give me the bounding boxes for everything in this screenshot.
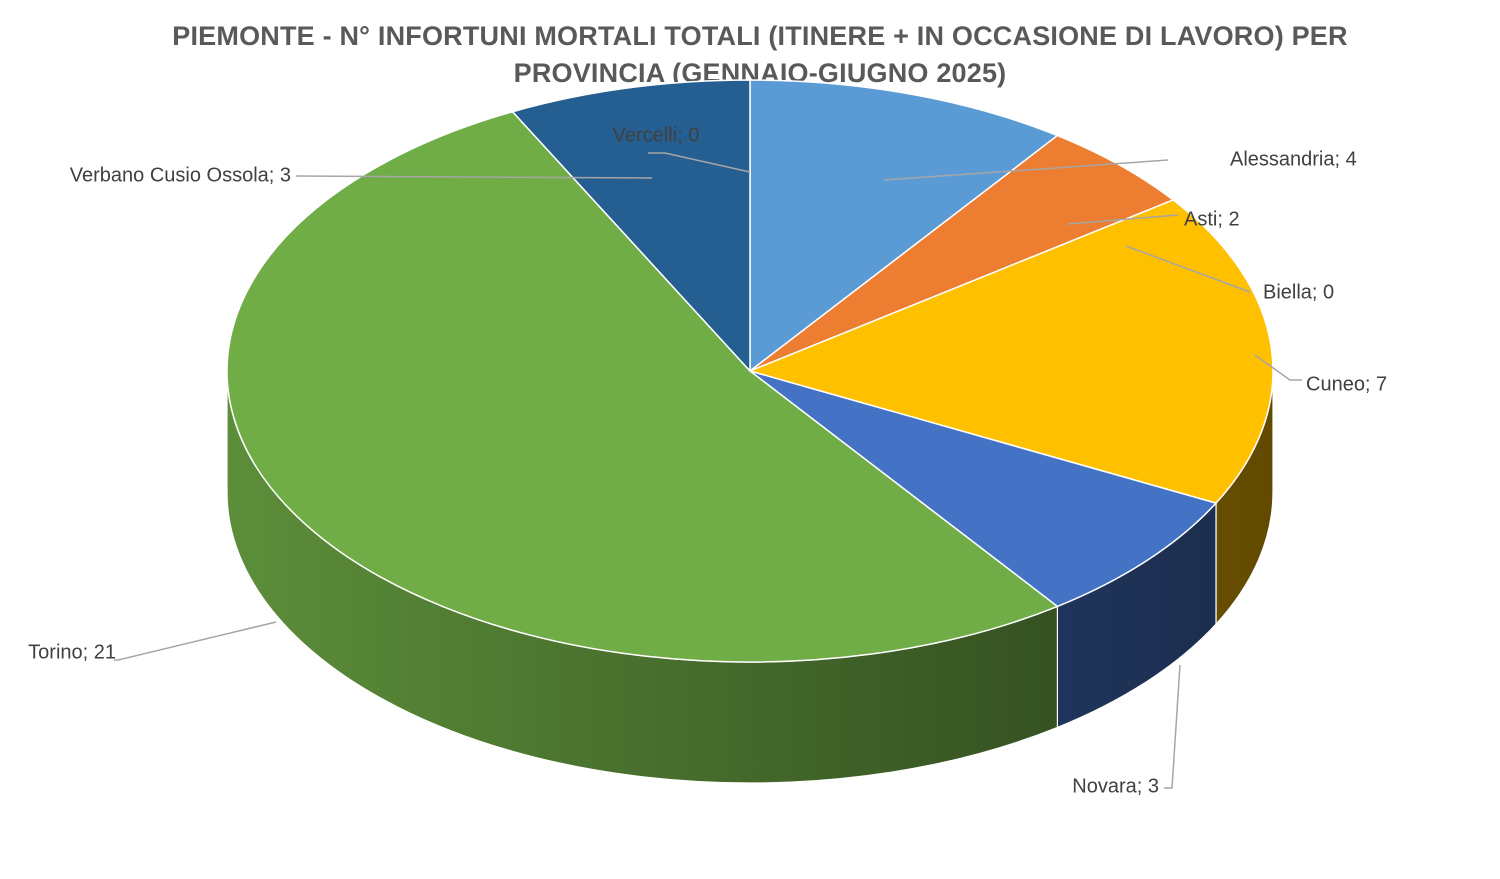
- leader-line-alessandria: [883, 159, 1169, 181]
- pie-slice-novara: [749, 370, 1217, 608]
- leader-line-cuneo: [1254, 354, 1302, 381]
- pie-sides: [226, 370, 1274, 784]
- leader-line-novara: [1164, 664, 1181, 789]
- data-label-torino: Torino; 21: [28, 641, 116, 663]
- leader-line-asti: [1067, 214, 1179, 225]
- leader-lines: [114, 152, 1302, 789]
- data-label-alessandria: Alessandria; 4: [1230, 148, 1357, 170]
- chart-title-line-1: PIEMONTE - N° INFORTUNI MORTALI TOTALI (…: [172, 21, 1348, 51]
- data-label-cuneo: Cuneo; 7: [1306, 373, 1387, 395]
- leader-line-vercelli: [648, 152, 751, 173]
- pie-slices: [226, 79, 1274, 663]
- data-label-verbano-cusio-ossola: Verbano Cusio Ossola; 3: [70, 164, 291, 186]
- pie-slice-torino: [226, 110, 1059, 663]
- chart-title: PIEMONTE - N° INFORTUNI MORTALI TOTALI (…: [150, 18, 1370, 92]
- data-label-novara: Novara; 3: [1072, 775, 1159, 797]
- pie-slice-cuneo: [749, 199, 1274, 504]
- data-label-asti: Asti; 2: [1184, 208, 1240, 230]
- leader-line-verbano-cusio-ossola: [295, 175, 653, 179]
- data-label-vercelli: Vercelli; 0: [613, 124, 700, 146]
- data-label-biella: Biella; 0: [1263, 281, 1334, 303]
- pie-slice-verbano-cusio-ossola: [511, 79, 751, 372]
- pie-slice-alessandria: [749, 79, 1059, 372]
- pie-slice-asti: [749, 134, 1174, 372]
- data-labels: Alessandria; 4 Asti; 2 Biella; 0 Cuneo; 7 No…: [28, 124, 1387, 797]
- leader-line-torino: [114, 621, 277, 661]
- leader-line-biella: [1125, 245, 1251, 293]
